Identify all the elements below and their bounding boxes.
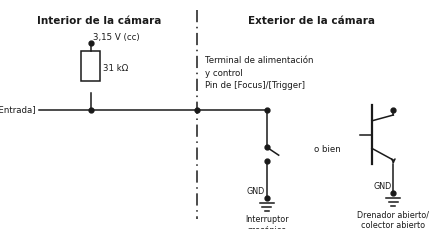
Text: GND: GND — [373, 183, 391, 191]
Text: 31 kΩ: 31 kΩ — [103, 64, 129, 73]
Text: Terminal de alimentación
y control
Pin de [Focus]/[Trigger]: Terminal de alimentación y control Pin d… — [205, 56, 314, 90]
Text: o bien: o bien — [314, 145, 341, 154]
Text: Drenador abierto/
colector abierto: Drenador abierto/ colector abierto — [357, 210, 429, 229]
Text: 3,15 V (cc): 3,15 V (cc) — [94, 33, 140, 42]
Bar — [81, 51, 100, 81]
Text: GND: GND — [247, 187, 265, 196]
Text: [Entrada]: [Entrada] — [0, 106, 36, 114]
Text: Interior de la cámara: Interior de la cámara — [37, 16, 162, 26]
Text: Exterior de la cámara: Exterior de la cámara — [248, 16, 375, 26]
Text: Interruptor
mecánico: Interruptor mecánico — [245, 215, 289, 229]
